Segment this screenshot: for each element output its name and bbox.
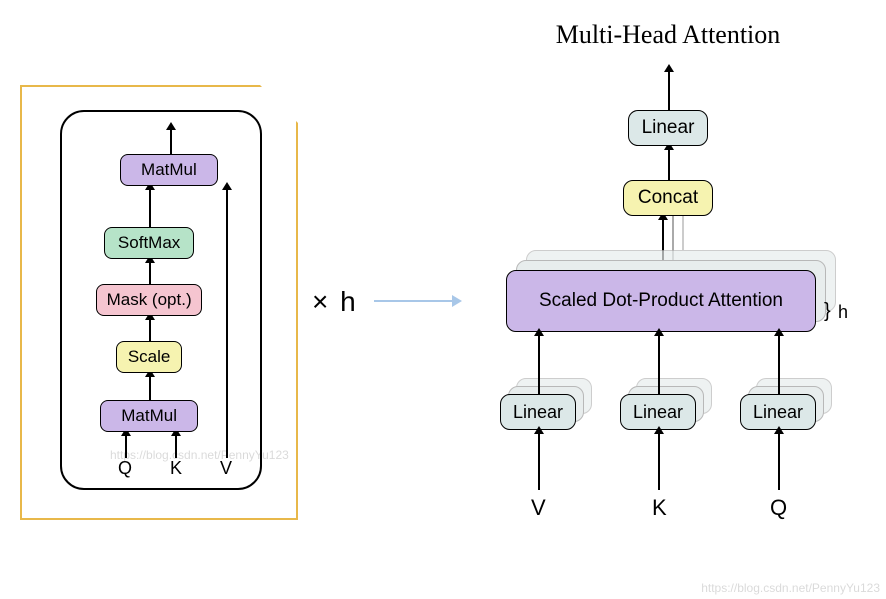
arrow [149,186,151,227]
arrow [778,332,780,394]
arrow [668,146,670,180]
times-h-label: × h [312,286,358,318]
input-v-label: V [531,495,546,521]
arrow-head-icon [774,328,784,336]
linear-k-box: Linear [620,394,696,430]
arrow [658,332,660,394]
arrow-head-icon [534,426,544,434]
arrow-head-icon [664,64,674,72]
sdpa-main-box: Scaled Dot-Product Attention [506,270,816,332]
sdpa-main-label: Scaled Dot-Product Attention [539,290,783,313]
watermark-text: https://blog.csdn.net/PennyYu123 [701,581,880,595]
arrow-head-icon [222,182,232,190]
mha-panel: Multi-Head Attention Linear Concat Scale… [468,20,868,580]
arrow-head-icon [654,426,664,434]
connector-arrow [374,300,454,302]
mha-title: Multi-Head Attention [468,20,868,50]
linear-q-box: Linear [740,394,816,430]
connector-arrow-head-icon [452,295,462,307]
scale-box: Scale [116,341,182,373]
arrow [778,430,780,490]
h-count-label: h [838,302,848,323]
arrow-head-icon [654,328,664,336]
concat-box: Concat [623,180,713,216]
arrow-head-icon [166,122,176,130]
arrow-head-icon [774,426,784,434]
arrow [226,186,228,458]
linear-top-box: Linear [628,110,708,146]
h-brace-label: } [824,300,831,323]
input-k-label: K [652,495,667,521]
arrow-head-icon [534,328,544,336]
arrow [149,373,151,400]
arrow [170,126,172,154]
matmul-top-box: MatMul [120,154,218,186]
sdpa-inner-frame: MatMul SoftMax Mask (opt.) Scale MatMul … [60,110,262,490]
linear-v-box: Linear [500,394,576,430]
input-q-label: Q [770,495,787,521]
matmul-bottom-box: MatMul [100,400,198,432]
mask-box: Mask (opt.) [96,284,202,316]
arrow [538,332,540,394]
diagram-root: MatMul SoftMax Mask (opt.) Scale MatMul … [0,0,886,599]
softmax-box: SoftMax [104,227,194,259]
arrow [658,430,660,490]
watermark-text: https://blog.csdn.net/PennyYu123 [110,448,289,462]
arrow [668,68,670,110]
arrow-ghost [682,216,684,250]
arrow [538,430,540,490]
